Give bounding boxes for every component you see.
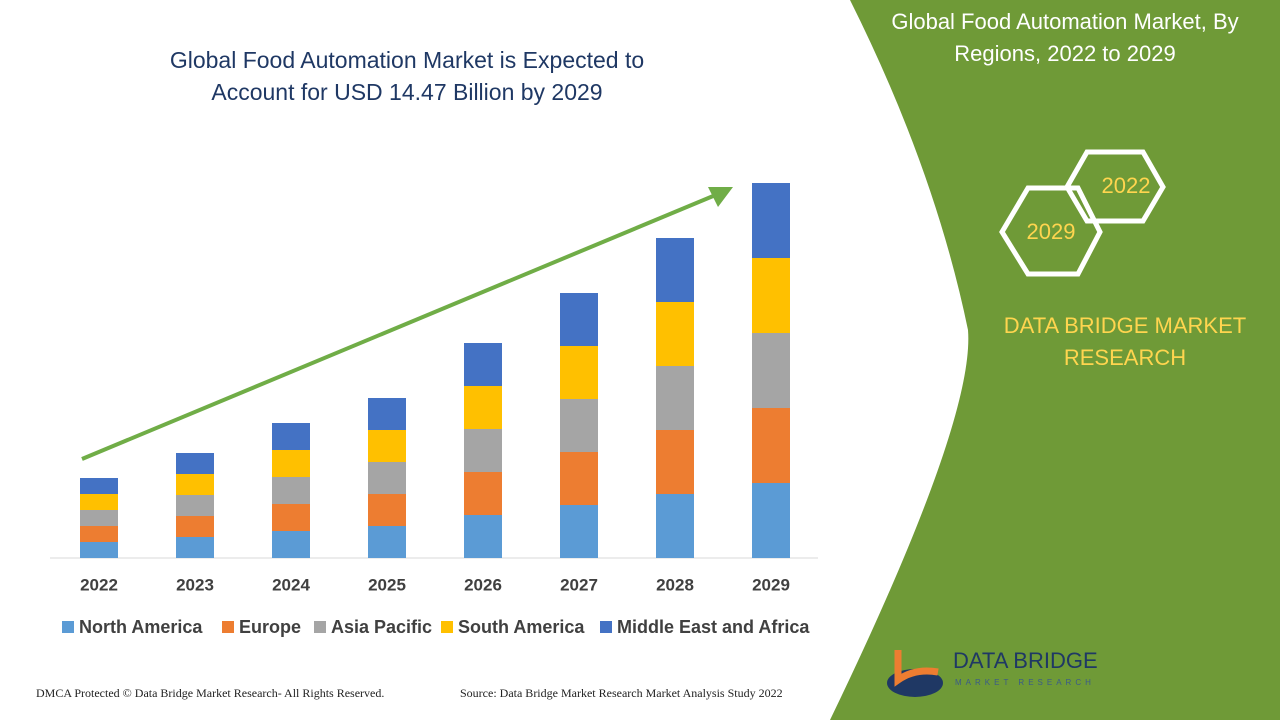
bar-segment <box>656 366 694 430</box>
footer-dmca: DMCA Protected © Data Bridge Market Rese… <box>36 686 385 700</box>
hexagon <box>999 185 1103 277</box>
bar-segment <box>560 505 598 558</box>
panel-title: Global Food Automation Market, By Region… <box>891 9 1239 66</box>
x-tick-label: 2024 <box>272 575 310 594</box>
bar-segment <box>464 386 502 429</box>
bar-segment <box>560 452 598 505</box>
bar-segment <box>656 430 694 494</box>
bar-segment <box>656 238 694 302</box>
logo-text: DATA BRIDGE <box>953 648 1098 673</box>
bar-segment <box>560 293 598 346</box>
bar-segment <box>752 483 790 558</box>
bar-segment <box>272 531 310 558</box>
legend-label: Middle East and Africa <box>617 617 810 637</box>
bar-segment <box>176 516 214 537</box>
x-tick-label: 2023 <box>176 575 214 594</box>
x-tick-label: 2026 <box>464 575 502 594</box>
trend-arrow <box>81 192 719 461</box>
arrow-head <box>708 187 733 207</box>
bar-segment <box>752 258 790 333</box>
bar-segment <box>368 526 406 558</box>
bar-segment <box>368 462 406 494</box>
bar-segment <box>464 515 502 558</box>
legend-label: South America <box>458 617 585 637</box>
bar-segment <box>560 399 598 452</box>
logo-mark <box>894 650 939 687</box>
bar-segment <box>272 423 310 450</box>
x-tick-label: 2028 <box>656 575 694 594</box>
bar-segment <box>368 430 406 462</box>
bar-segment <box>656 494 694 558</box>
bar-segment <box>272 504 310 531</box>
bar-segment <box>752 408 790 483</box>
hex-label: 2022 <box>1102 173 1151 198</box>
bar-segment <box>176 474 214 495</box>
x-tick-label: 2027 <box>560 575 598 594</box>
legend-label: North America <box>79 617 203 637</box>
bar-segment <box>464 472 502 515</box>
legend-swatch <box>62 621 74 633</box>
bar-segment <box>176 537 214 558</box>
bar-segment <box>464 429 502 472</box>
brand-text: DATA BRIDGE MARKET RESEARCH <box>1003 313 1247 370</box>
green-panel <box>830 0 1280 720</box>
bar-segment <box>80 510 118 526</box>
hex-label: 2029 <box>1027 219 1076 244</box>
x-tick-label: 2025 <box>368 575 406 594</box>
logo-sub: MARKET RESEARCH <box>955 678 1095 687</box>
legend-swatch <box>314 621 326 633</box>
legend-swatch <box>222 621 234 633</box>
x-tick-label: 2029 <box>752 575 790 594</box>
logo: DATA BRIDGE MARKET RESEARCH <box>887 648 1098 697</box>
bar-segment <box>656 302 694 366</box>
bar-segment <box>80 526 118 542</box>
legend-label: Europe <box>239 617 301 637</box>
bar-segment <box>176 453 214 474</box>
bar-segment <box>368 494 406 526</box>
bar-segment <box>80 494 118 510</box>
bar-segment <box>752 183 790 258</box>
bar-segment <box>176 495 214 516</box>
bar-segment <box>272 450 310 477</box>
bar-segment <box>272 477 310 504</box>
bar-segment <box>80 542 118 558</box>
bar-segment <box>464 343 502 386</box>
legend-label: Asia Pacific <box>331 617 432 637</box>
legend-swatch <box>441 621 453 633</box>
bar-segment <box>752 333 790 408</box>
bar-segment <box>80 478 118 494</box>
bar-segment <box>560 346 598 399</box>
bar-segment <box>368 398 406 430</box>
chart-title: Global Food Automation Market is Expecte… <box>169 47 645 105</box>
legend-swatch <box>600 621 612 633</box>
x-tick-label: 2022 <box>80 575 118 594</box>
footer-source: Source: Data Bridge Market Research Mark… <box>460 686 783 700</box>
